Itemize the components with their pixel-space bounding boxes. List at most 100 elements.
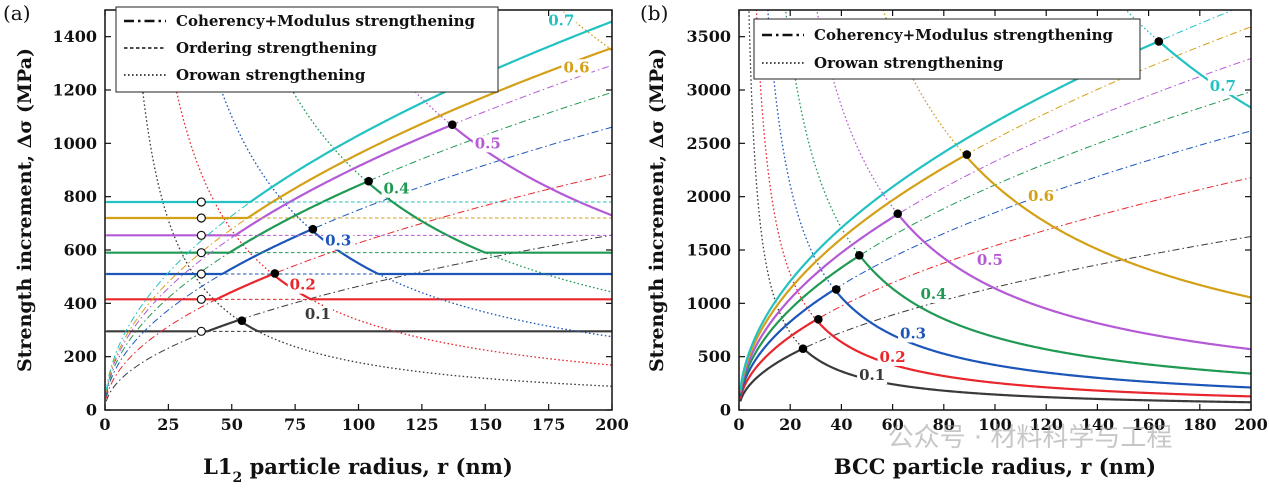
curve-label-bg-06	[561, 59, 592, 77]
peak-marker-04	[855, 251, 864, 260]
chart-a-panel-label: (a)	[3, 1, 31, 25]
peak-marker-05	[893, 209, 903, 219]
chart-a-axes: 0 25 50 75 100 125 150 175 200 0 200 400 600 800 1000 1…	[52, 10, 629, 434]
chart-a-xlabel: L12 particle radius, r (nm)	[203, 454, 513, 486]
curve-label-07: 0.7	[548, 12, 574, 30]
x-tick-label: 0	[733, 415, 744, 434]
y-tick-label: 200	[64, 347, 97, 366]
x-tick-label: 200	[1234, 415, 1267, 434]
curve-label-bg-05	[974, 251, 1005, 269]
curve-label-bg-05	[472, 135, 503, 153]
legend-label-dashdot: Coherency+Modulus strengthening	[176, 12, 476, 30]
x-tick-label: 120	[1029, 415, 1062, 434]
coherency-line-03	[105, 126, 612, 396]
effective-curve-04	[106, 180, 612, 254]
x-tick-label: 80	[933, 415, 955, 434]
chart-a-markers	[196, 120, 457, 336]
x-tick-label: 40	[830, 415, 852, 434]
legend-label-dashed: Ordering strengthening	[176, 39, 377, 57]
open-marker-04	[196, 248, 206, 258]
chart-b-markers	[798, 37, 1164, 353]
coherency-line-01	[739, 236, 1251, 402]
x-tick-label: 60	[881, 415, 903, 434]
peak-marker-01	[798, 344, 808, 353]
effective-curve-06	[739, 154, 1251, 392]
curve-label-01: 0.1	[859, 366, 885, 384]
curve-label-02: 0.2	[290, 276, 316, 294]
curve-label-bg-02	[877, 348, 908, 366]
curve-label-02: 0.2	[880, 348, 906, 366]
peak-marker-04	[364, 176, 373, 186]
peak-marker-06	[962, 150, 972, 159]
chart-b-legend-box	[753, 18, 1141, 80]
y-tick-label: 2500	[686, 134, 731, 153]
effective-curve-07	[739, 39, 1251, 390]
effective-curve-02	[739, 318, 1251, 399]
x-tick-label: 0	[99, 415, 110, 434]
chart-a-xlabel-sub: 2	[233, 470, 243, 486]
open-marker-03	[196, 269, 206, 279]
x-tick-label: 180	[1183, 415, 1216, 434]
peak-marker-02	[814, 315, 823, 324]
y-tick-label: 600	[64, 241, 97, 260]
effective-curve-07	[106, 20, 612, 204]
curve-label-04: 0.4	[921, 285, 947, 303]
curve-label-05: 0.5	[977, 251, 1003, 269]
chart-a-plot-area	[105, 10, 612, 402]
chart-a-legend: Coherency+Modulus strengthening Ordering …	[115, 6, 499, 93]
effective-curve-03	[106, 228, 612, 276]
effective-curve-03	[739, 288, 1251, 397]
curve-label-04: 0.4	[383, 180, 409, 198]
curve-label-06: 0.6	[1028, 187, 1054, 205]
chart-b-legend: Coherency+Modulus strengthening Orowan st…	[753, 18, 1141, 80]
curve-label-bg-04	[918, 286, 949, 303]
chart-b-xlabel: BCC particle radius, r (nm)	[834, 454, 1156, 479]
orowan-line-01	[134, 10, 612, 387]
curve-label-06: 0.6	[563, 58, 589, 76]
peak-marker-03	[831, 285, 841, 294]
x-tick-label: 125	[405, 415, 438, 434]
y-tick-label: 1400	[52, 27, 97, 46]
x-tick-label: 160	[1132, 415, 1165, 434]
peak-marker-07	[1154, 37, 1164, 46]
x-tick-label: 100	[342, 415, 375, 434]
curve-label-bg-03	[323, 232, 354, 250]
effective-curve-05	[106, 124, 612, 237]
coherency-line-04	[739, 91, 1251, 395]
y-tick-label: 3000	[686, 81, 731, 100]
effective-curve-01	[106, 319, 612, 333]
open-marker-01	[196, 326, 206, 336]
coherency-line-01	[105, 234, 612, 402]
coherency-line-06	[105, 47, 612, 392]
curve-label-bg-03	[898, 325, 929, 343]
chart-b-curve-labels: 0.10.2 0.3 0.4 0.5 0.6 0.7	[857, 77, 1238, 385]
curve-label-03: 0.3	[325, 232, 351, 250]
y-tick-label: 400	[64, 294, 97, 313]
watermark-text: 公众号 · 材料科学与工程	[888, 423, 1173, 453]
coherency-line-05	[739, 58, 1251, 393]
chart-a-legend-box	[115, 6, 499, 93]
y-tick-label: 2000	[686, 187, 731, 206]
open-marker-02	[196, 294, 206, 304]
legend-label-dashdot: Coherency+Modulus strengthening	[814, 26, 1114, 44]
chart-panel-b: 0.10.2 0.3 0.4 0.5 0.6 0.7 0 20 40 60 80 100 120 140…	[640, 1, 1268, 479]
curve-label-03: 0.3	[900, 324, 926, 342]
peak-marker-05	[447, 120, 457, 129]
x-tick-label: 150	[469, 415, 502, 434]
legend-label-dotted: Orowan strengthening	[176, 66, 366, 84]
x-tick-label: 20	[779, 415, 801, 434]
coherency-line-02	[739, 177, 1251, 399]
coherency-line-05	[105, 64, 612, 393]
y-tick-label: 800	[64, 187, 97, 206]
y-tick-label: 1200	[52, 81, 97, 100]
x-tick-label: 100	[978, 415, 1011, 434]
curve-label-bg-06	[1026, 187, 1057, 205]
effective-curve-02	[106, 273, 612, 301]
chart-a-ylabel: Strength increment, Δσ (MPa)	[14, 48, 36, 372]
curve-label-05: 0.5	[475, 134, 501, 152]
curve-label-bg-01	[302, 306, 333, 323]
x-tick-label: 50	[221, 415, 243, 434]
curve-label-bg-07	[1207, 78, 1238, 95]
